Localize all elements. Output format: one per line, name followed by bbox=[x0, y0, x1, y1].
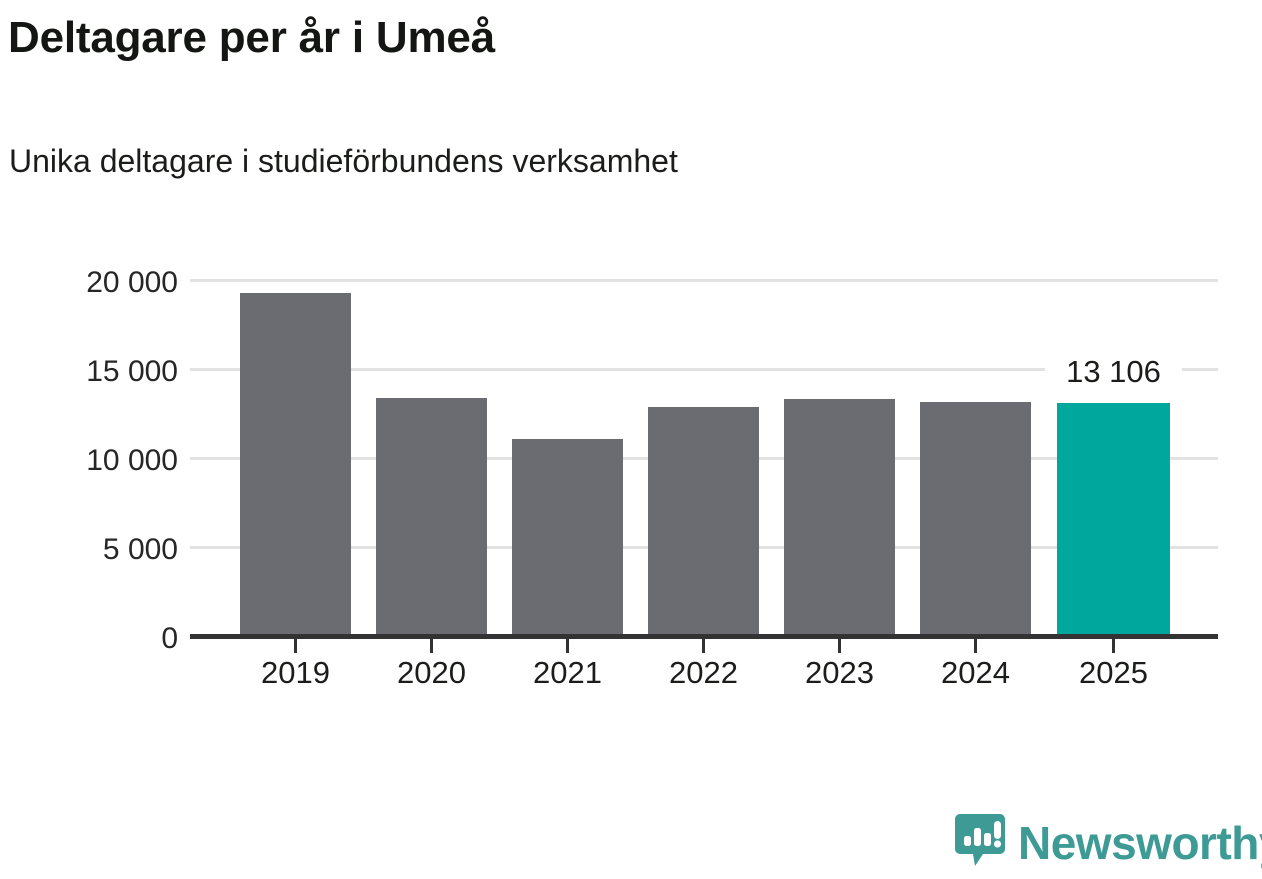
bar-2024[interactable] bbox=[920, 402, 1031, 636]
bar-2023[interactable] bbox=[784, 399, 895, 636]
gridline-20000 bbox=[190, 279, 1218, 282]
xtick-label-2025: 2025 bbox=[1079, 655, 1148, 690]
ytick-label-15000: 15 000 bbox=[86, 355, 178, 388]
xtick-mark-2024 bbox=[974, 639, 977, 653]
ytick-label-10000: 10 000 bbox=[86, 444, 178, 477]
xtick-mark-2020 bbox=[430, 639, 433, 653]
xtick-label-2022: 2022 bbox=[669, 655, 738, 690]
logo-wordmark: Newsworthy bbox=[1018, 816, 1262, 869]
gridline-15000 bbox=[190, 368, 1218, 371]
xtick-label-2021: 2021 bbox=[533, 655, 602, 690]
xtick-label-2019: 2019 bbox=[261, 655, 330, 690]
xtick-mark-2021 bbox=[566, 639, 569, 653]
bar-2022[interactable] bbox=[648, 407, 759, 636]
ytick-label-5000: 5 000 bbox=[102, 533, 178, 566]
chart-subtitle: Unika deltagare i studieförbundens verks… bbox=[9, 143, 678, 179]
xtick-mark-2025 bbox=[1112, 639, 1115, 653]
xtick-mark-2022 bbox=[702, 639, 705, 653]
xtick-label-2024: 2024 bbox=[941, 655, 1010, 690]
bar-2025[interactable] bbox=[1057, 403, 1170, 636]
newsworthy-logo[interactable]: Newsworthy bbox=[953, 812, 1262, 873]
bar-2019[interactable] bbox=[240, 293, 351, 636]
xtick-mark-2023 bbox=[838, 639, 841, 653]
ytick-label-0: 0 bbox=[161, 622, 178, 655]
speech-bubble-bar-chart-icon bbox=[953, 812, 1007, 873]
bar-2020[interactable] bbox=[376, 398, 487, 636]
xtick-label-2020: 2020 bbox=[397, 655, 466, 690]
x-axis-line bbox=[190, 634, 1218, 639]
page-title: Deltagare per år i Umeå bbox=[8, 13, 495, 62]
xtick-label-2023: 2023 bbox=[805, 655, 874, 690]
bar-2021[interactable] bbox=[512, 439, 623, 636]
xtick-mark-2019 bbox=[294, 639, 297, 653]
bar-value-label-2025: 13 106 bbox=[1045, 356, 1182, 387]
ytick-label-20000: 20 000 bbox=[86, 266, 178, 299]
